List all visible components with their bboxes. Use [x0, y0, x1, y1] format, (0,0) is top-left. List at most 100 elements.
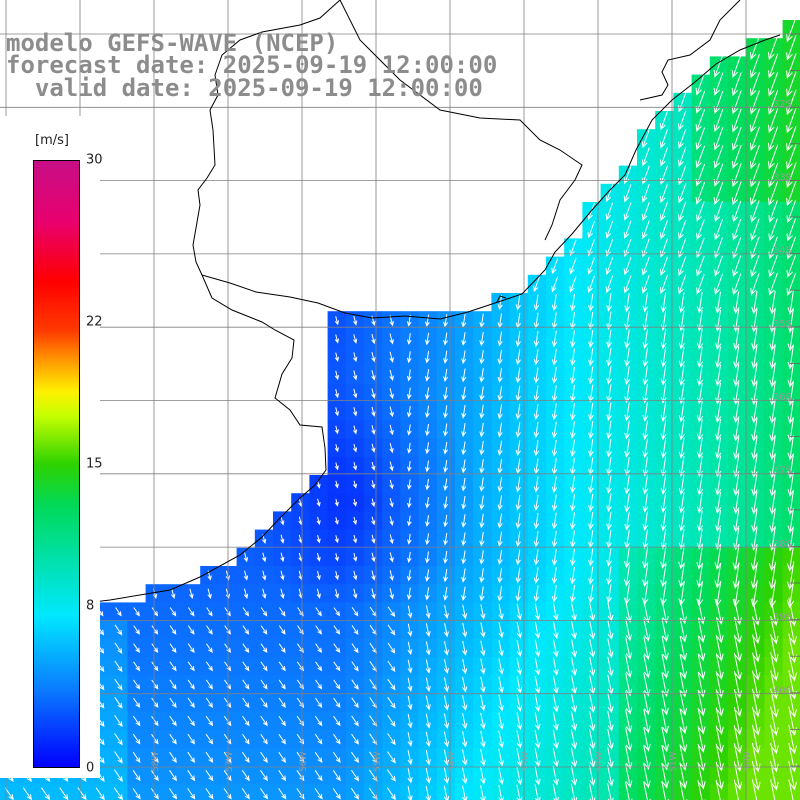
- wind-arrow: [624, 438, 631, 458]
- wind-arrow: [515, 476, 521, 493]
- wind-arrow: [606, 438, 613, 458]
- wind-arrow: [678, 563, 685, 588]
- wind-arrow: [643, 745, 651, 771]
- wind-arrow: [443, 731, 450, 748]
- wind-arrow: [371, 425, 376, 435]
- wind-arrow: [714, 219, 723, 241]
- wind-arrow: [751, 436, 758, 460]
- wind-arrow: [461, 423, 467, 438]
- wind-arrow: [750, 218, 760, 241]
- wind-cell: [36, 784, 56, 800]
- wind-arrow: [769, 490, 776, 515]
- wind-arrow: [296, 788, 305, 800]
- wind-cell: [709, 784, 729, 800]
- wind-cell: [637, 784, 656, 800]
- wind-arrow: [333, 733, 341, 745]
- wind-arrow: [733, 725, 743, 754]
- wind-arrow: [643, 618, 651, 642]
- wind-arrow: [624, 511, 631, 531]
- wind-arrow: [787, 436, 795, 461]
- wind-arrow: [551, 549, 558, 566]
- wind-arrow: [533, 567, 540, 584]
- wind-arrow: [461, 568, 467, 583]
- wind-arrow: [406, 369, 412, 382]
- wind-arrow: [733, 707, 743, 736]
- wind-arrow: [497, 367, 503, 383]
- wind-arrow: [387, 697, 396, 709]
- wind-arrow: [715, 437, 722, 460]
- wind-arrow: [407, 442, 412, 454]
- wind-arrow: [606, 584, 613, 604]
- wind-arrow: [443, 405, 449, 419]
- wind-arrow: [624, 293, 631, 313]
- wind-arrow: [643, 690, 651, 716]
- wind-arrow: [570, 512, 576, 530]
- wind-arrow: [587, 239, 595, 257]
- wind-arrow: [697, 653, 706, 680]
- wind-arrow: [713, 181, 724, 205]
- wind-arrow: [788, 761, 797, 791]
- wind-arrow: [715, 382, 722, 405]
- wind-cell: [109, 784, 128, 800]
- wind-arrow: [242, 733, 250, 745]
- wind-arrow: [371, 534, 376, 544]
- wind-arrow: [679, 726, 688, 753]
- wind-arrow: [624, 420, 631, 440]
- wind-arrow: [696, 545, 704, 570]
- wind-arrow: [606, 311, 613, 331]
- wind-arrow: [696, 346, 704, 368]
- wind-arrow: [353, 407, 358, 417]
- wind-arrow: [660, 456, 667, 477]
- wind-arrow: [751, 454, 758, 479]
- wind-arrow: [642, 546, 649, 569]
- wind-arrow: [625, 601, 633, 624]
- wind-arrow: [715, 743, 724, 772]
- wind-arrow: [132, 697, 141, 708]
- wind-arrow: [262, 552, 267, 563]
- wind-cell: [600, 784, 620, 800]
- wind-arrow: [516, 639, 523, 657]
- wind-arrow: [425, 515, 430, 527]
- wind-arrow: [715, 528, 722, 551]
- wind-arrow: [497, 495, 503, 511]
- wind-arrow: [515, 513, 521, 529]
- wind-arrow: [260, 607, 268, 617]
- wind-arrow: [623, 184, 632, 203]
- wind-arrow: [371, 498, 376, 508]
- wind-arrow: [406, 406, 412, 418]
- wind-arrow: [516, 748, 523, 767]
- wind-arrow: [786, 180, 797, 207]
- wind-arrow: [679, 672, 688, 698]
- wind-arrow: [461, 496, 467, 510]
- wind-arrow: [642, 456, 649, 477]
- wind-arrow: [768, 218, 778, 242]
- wind-arrow: [187, 679, 195, 690]
- wind-arrow: [770, 688, 779, 718]
- wind-arrow: [260, 770, 268, 782]
- wind-arrow: [660, 383, 667, 404]
- wind-arrow: [787, 290, 795, 315]
- wind-arrow: [280, 552, 285, 563]
- wind-arrow: [479, 477, 485, 492]
- wind-arrow: [678, 274, 687, 295]
- wind-arrow: [696, 201, 705, 222]
- wind-arrow: [696, 401, 704, 423]
- wind-arrow: [407, 497, 412, 509]
- wind-arrow: [570, 747, 578, 768]
- wind-arrow: [788, 779, 794, 800]
- wind-arrow: [206, 607, 213, 617]
- wind-arrow: [316, 552, 321, 562]
- wind-arrow: [697, 726, 706, 753]
- wind-arrow: [334, 407, 339, 417]
- wind-arrow: [334, 535, 339, 544]
- wind-arrow: [768, 543, 777, 572]
- wind-arrow: [641, 183, 650, 203]
- wind-arrow: [352, 462, 358, 471]
- wind-arrow: [659, 220, 669, 240]
- wind-arrow: [169, 751, 177, 763]
- wind-arrow: [352, 443, 358, 453]
- wind-arrow: [715, 419, 722, 442]
- wind-arrow: [642, 310, 649, 331]
- wind-arrow: [749, 72, 760, 97]
- wind-arrow: [169, 625, 177, 635]
